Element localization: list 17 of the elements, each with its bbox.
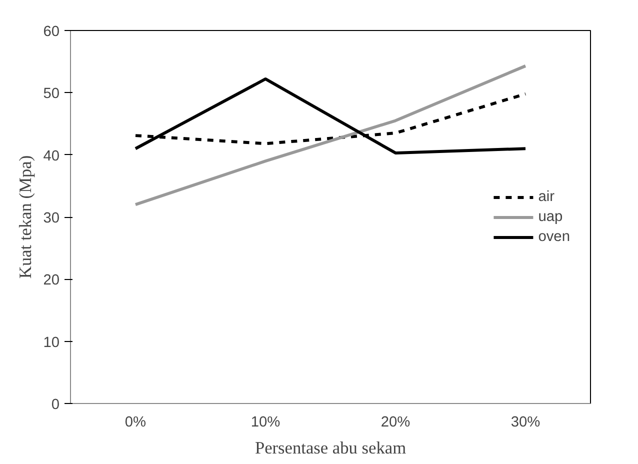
y-tick-label: 50 — [43, 86, 60, 102]
legend-label: oven — [538, 228, 570, 244]
x-axis-title: Persentase abu sekam — [254, 438, 407, 458]
x-tick-label: 10% — [250, 414, 280, 430]
y-tick-label: 20 — [43, 272, 60, 289]
x-tick-label: 30% — [510, 414, 540, 430]
line-series — [134, 64, 527, 206]
y-tick-label: 10 — [43, 334, 60, 351]
y-tick-label: 60 — [43, 24, 60, 40]
x-tick-label: 20% — [380, 414, 410, 430]
x-tick-label: 0% — [124, 414, 146, 430]
y-tick-label: 30 — [43, 210, 60, 226]
y-axis-title: Kuat tekan (Mpa) — [16, 155, 36, 279]
legend-label: air — [538, 188, 556, 204]
legend-label: uap — [538, 208, 563, 224]
y-tick-label: 0 — [51, 397, 60, 413]
y-tick-label: 40 — [43, 148, 60, 164]
